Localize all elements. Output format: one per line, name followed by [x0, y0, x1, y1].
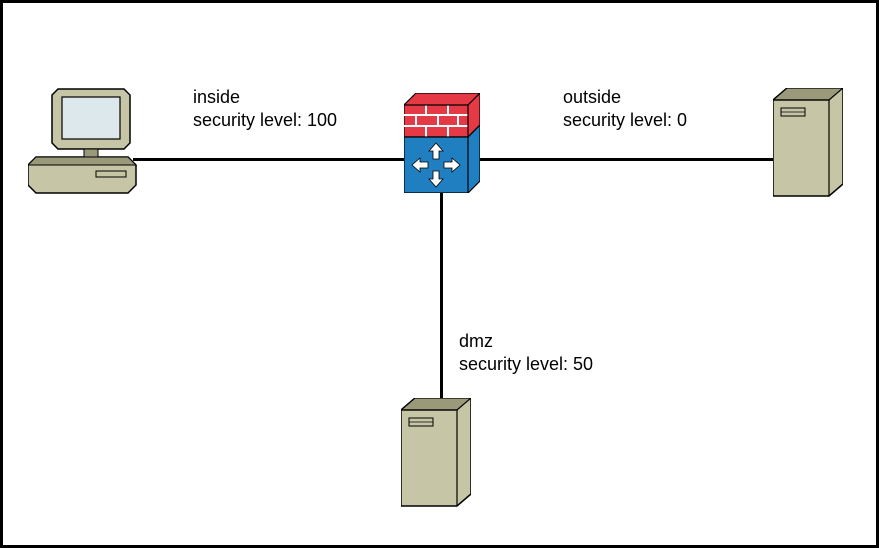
- link-outside: [478, 158, 778, 161]
- server-outside-icon: [773, 88, 843, 203]
- label-outside-name: outside: [563, 87, 621, 107]
- computer-icon: [28, 85, 143, 200]
- server-dmz-icon: [401, 398, 471, 513]
- label-inside: inside security level: 100: [193, 86, 337, 133]
- label-dmz-name: dmz: [459, 331, 493, 351]
- label-dmz: dmz security level: 50: [459, 330, 593, 377]
- label-inside-name: inside: [193, 87, 240, 107]
- diagram-canvas: inside security level: 100 outside secur…: [0, 0, 879, 548]
- firewall-icon: [404, 93, 480, 198]
- link-dmz: [440, 193, 443, 403]
- label-outside: outside security level: 0: [563, 86, 687, 133]
- label-outside-level: security level: 0: [563, 110, 687, 130]
- label-inside-level: security level: 100: [193, 110, 337, 130]
- link-inside: [133, 158, 408, 161]
- label-dmz-level: security level: 50: [459, 354, 593, 374]
